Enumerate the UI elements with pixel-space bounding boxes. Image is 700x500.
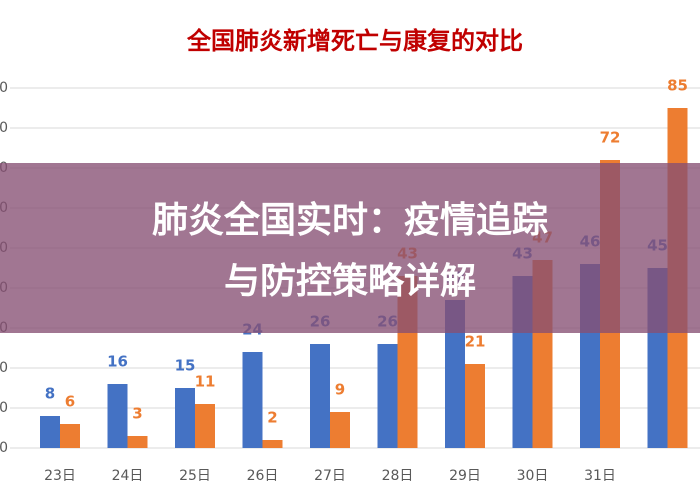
x-tick-label: 29日 <box>449 468 481 484</box>
bar <box>377 344 398 448</box>
data-label: 11 <box>195 373 216 391</box>
overlay-banner <box>0 163 700 333</box>
data-label: 72 <box>600 129 621 147</box>
bar <box>175 388 195 448</box>
overlay-line: 与防控策略详解 <box>224 261 476 302</box>
x-tick-label: 27日 <box>314 468 346 484</box>
x-tick-label: 23日 <box>44 468 76 484</box>
data-label: 2 <box>267 409 277 427</box>
chart-title: 全国肺炎新增死亡与康复的对比 <box>186 27 523 55</box>
data-label: 6 <box>65 393 75 411</box>
bar <box>465 364 485 448</box>
bar <box>310 344 330 448</box>
y-tick-label: 80 <box>0 120 8 136</box>
data-label: 16 <box>107 353 128 371</box>
x-tick-label: 25日 <box>179 468 211 484</box>
x-tick-label: 24日 <box>112 468 144 484</box>
bar <box>107 384 128 448</box>
y-tick-label: 20 <box>0 360 8 376</box>
x-tick-label: 30日 <box>517 468 549 484</box>
y-tick-label: 10 <box>0 400 8 416</box>
overlay-line: 肺炎全国实时：疫情追踪 <box>152 199 548 241</box>
data-label: 21 <box>465 333 486 351</box>
bar <box>242 352 263 448</box>
y-tick-label: 0 <box>0 440 8 456</box>
x-tick-label: 31日 <box>584 468 616 484</box>
bar <box>127 436 148 448</box>
bar <box>195 404 215 448</box>
data-label: 85 <box>667 77 688 95</box>
data-label: 9 <box>335 381 345 399</box>
bar <box>330 412 350 448</box>
x-tick-label: 26日 <box>247 468 279 484</box>
bar <box>445 300 465 448</box>
data-label: 15 <box>175 357 196 375</box>
bar <box>262 440 283 448</box>
data-label: 8 <box>45 385 55 403</box>
bar <box>60 424 80 448</box>
bar <box>40 416 60 448</box>
y-tick-label: 90 <box>0 80 8 96</box>
data-label: 3 <box>132 405 142 423</box>
x-tick-label: 28日 <box>382 468 414 484</box>
